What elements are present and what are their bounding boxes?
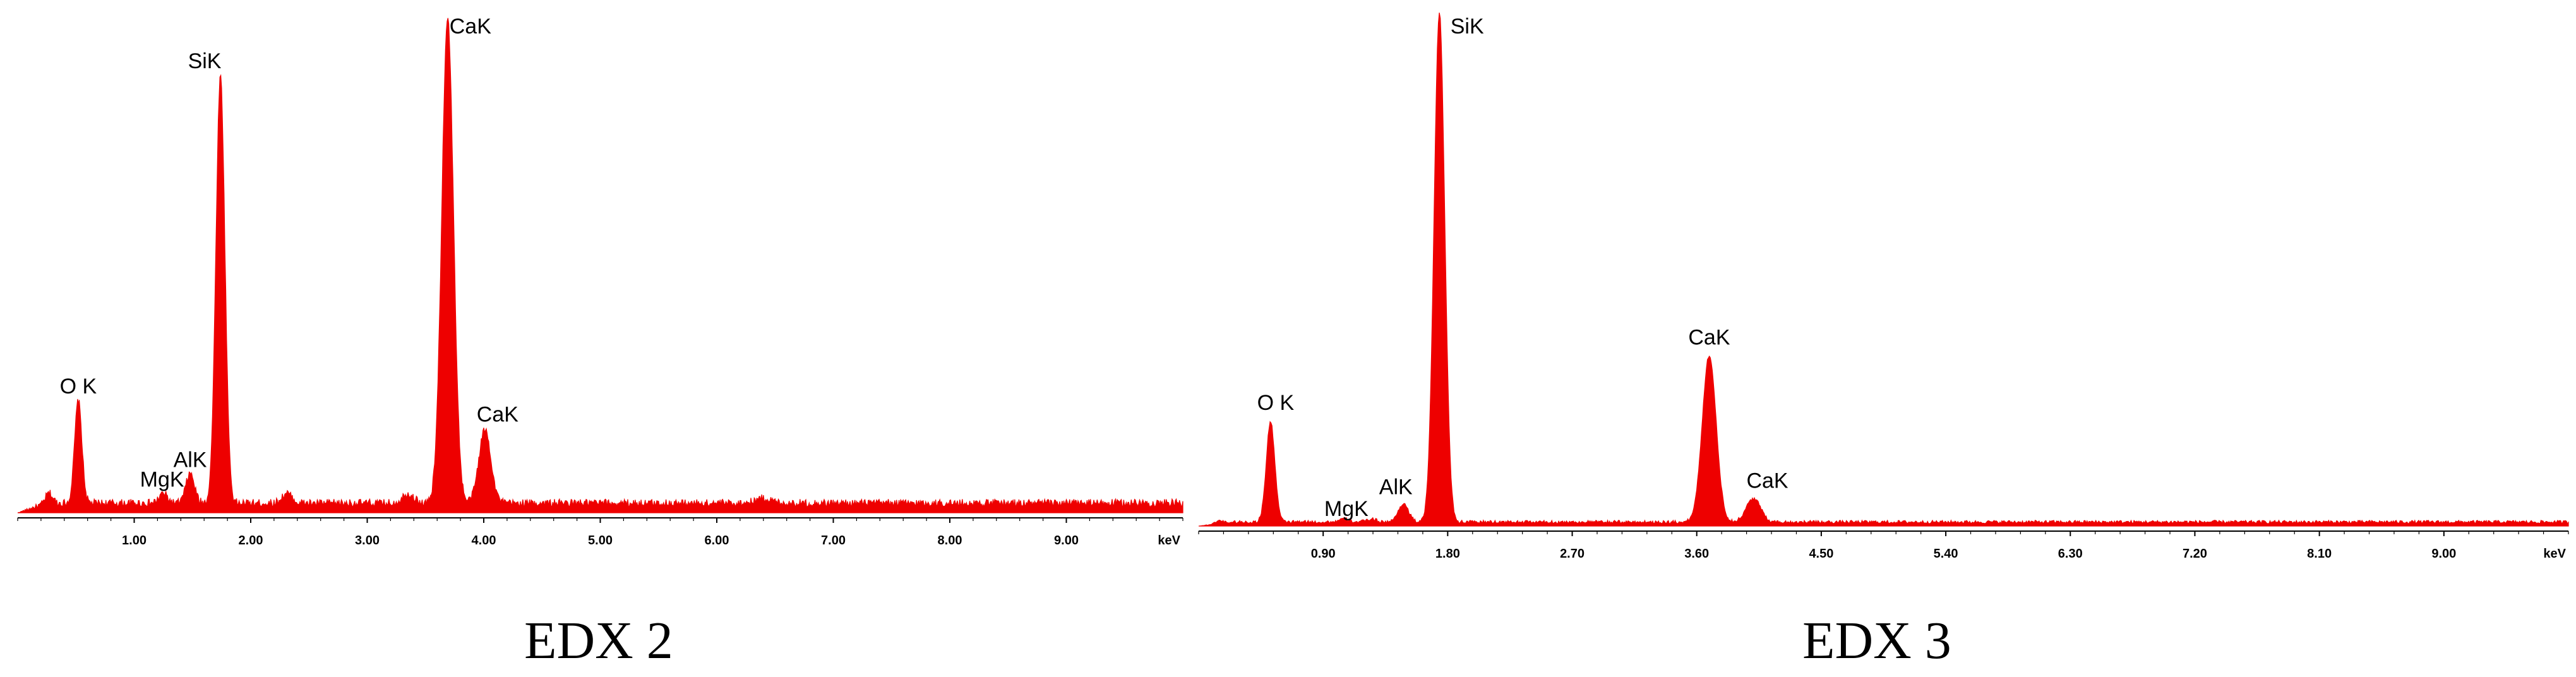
x-tick-label: 4.50 [1809,547,1833,561]
x-tick-label: 3.60 [1684,547,1709,561]
x-tick-label: 8.00 [938,534,962,548]
edx-2-panel: 1.00 2.00 3.00 4.00 5.00 6.00 7.00 8.00 9.00 keV O… [17,15,1183,548]
x-tick-label: 0.90 [1311,547,1336,561]
x-tick-label: 5.40 [1934,547,1958,561]
peak-label: AlK [174,448,207,472]
peak-label: SiK [188,49,222,73]
caption-edx-2: EDX 2 [524,611,673,670]
peak-label: SiK [1451,15,1484,39]
peak-label: CaK [477,403,518,427]
x-tick-label: 4.00 [472,534,496,548]
peak-label: O K [1257,391,1295,415]
x-tick-label: 6.30 [2058,547,2083,561]
peak-label: CaK [1688,326,1730,350]
x-tick-label: 7.00 [821,534,846,548]
edx-3-panel: 0.90 1.80 2.70 3.60 4.50 5.40 6.30 7.20 8.10 9.00… [1198,12,2569,561]
x-tick-label: 5.00 [588,534,613,548]
peak-label: CaK [1746,469,1788,493]
peak-label: AlK [1379,476,1413,500]
peak-label: CaK [450,15,491,39]
spectrum-area [1198,12,2569,527]
x-tick-label: 8.10 [2307,547,2332,561]
x-tick-label: 2.70 [1560,547,1585,561]
x-tick-label: 9.00 [2431,547,2456,561]
peak-label: O K [60,374,97,398]
peak-label: MgK [140,468,184,492]
caption-edx-3: EDX 3 [1802,611,1951,670]
x-unit-label: keV [2543,547,2566,561]
x-tick-label: 2.00 [239,534,263,548]
x-tick-label: 6.00 [705,534,729,548]
x-unit-label: keV [1158,534,1180,548]
peak-label: MgK [1324,497,1369,521]
x-tick-label: 9.00 [1054,534,1079,548]
x-tick-label: 3.00 [355,534,380,548]
x-tick-label: 1.00 [122,534,147,548]
x-tick-label: 7.20 [2183,547,2207,561]
spectrum-area [17,18,1183,513]
x-tick-label: 1.80 [1435,547,1460,561]
